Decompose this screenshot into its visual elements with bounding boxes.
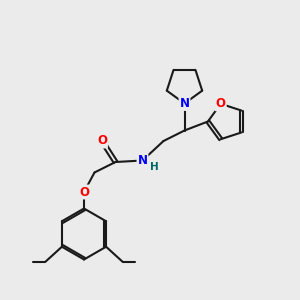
Text: O: O bbox=[79, 185, 89, 199]
Text: N: N bbox=[179, 97, 190, 110]
Text: N: N bbox=[137, 154, 148, 167]
Text: O: O bbox=[216, 97, 226, 110]
Text: H: H bbox=[149, 162, 158, 172]
Text: O: O bbox=[97, 134, 107, 148]
